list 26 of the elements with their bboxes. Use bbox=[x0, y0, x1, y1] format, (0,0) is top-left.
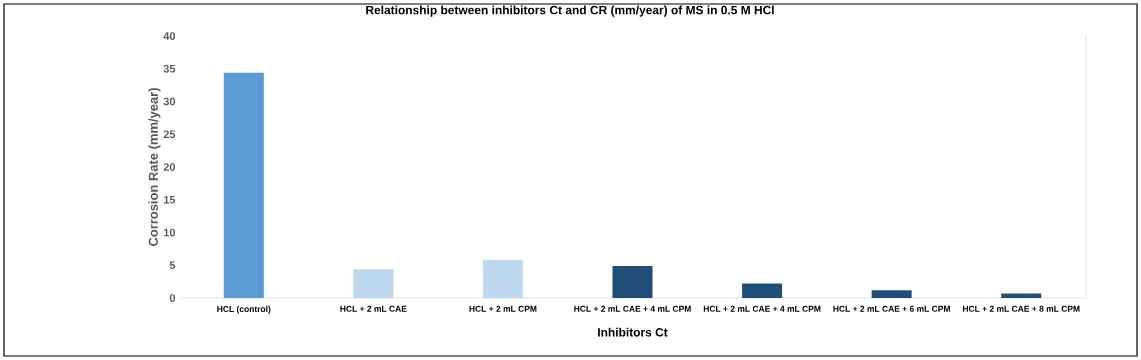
y-tick-label: 30 bbox=[163, 97, 176, 106]
x-tick-label: HCL (control) bbox=[217, 305, 271, 314]
y-tick-label: 5 bbox=[169, 261, 176, 270]
y-axis-title: Corrosion Rate (mm/year) bbox=[148, 88, 161, 246]
bar bbox=[1001, 293, 1042, 298]
y-tick-label: 10 bbox=[163, 228, 176, 237]
bar bbox=[742, 283, 783, 298]
x-tick-label: HCL + 2 mL CAE + 4 mL CPM bbox=[703, 305, 821, 312]
bar bbox=[223, 72, 264, 298]
y-tick-label: 25 bbox=[163, 130, 176, 139]
chart-title: Relationship between inhibitors Ct and CR (mm/year) of MS in 0.5 M HCl bbox=[366, 5, 774, 17]
x-tick-label: HCL + 2 mL CAE + 8 mL CPM bbox=[962, 305, 1080, 312]
bar bbox=[482, 260, 523, 298]
x-tick-label: HCL + 2 mL CPM bbox=[469, 305, 537, 312]
y-tick-label: 35 bbox=[163, 64, 176, 73]
x-tick-label: HCL + 2 mL CAE + 4 mL CPM bbox=[574, 305, 691, 312]
y-tick-label: 20 bbox=[163, 163, 176, 171]
y-tick-label: 15 bbox=[163, 195, 176, 204]
bar bbox=[612, 265, 653, 298]
y-tick-label: 0 bbox=[169, 294, 176, 302]
x-axis-title: Inhibitors Ct bbox=[598, 327, 668, 337]
bar bbox=[353, 269, 394, 298]
x-tick-label: HCL + 2 mL CAE bbox=[340, 305, 407, 312]
bar bbox=[871, 290, 912, 298]
y-tick-label: 40 bbox=[163, 32, 176, 40]
x-tick-label: HCL + 2 mL CAE + 6 mL CPM bbox=[833, 305, 950, 312]
